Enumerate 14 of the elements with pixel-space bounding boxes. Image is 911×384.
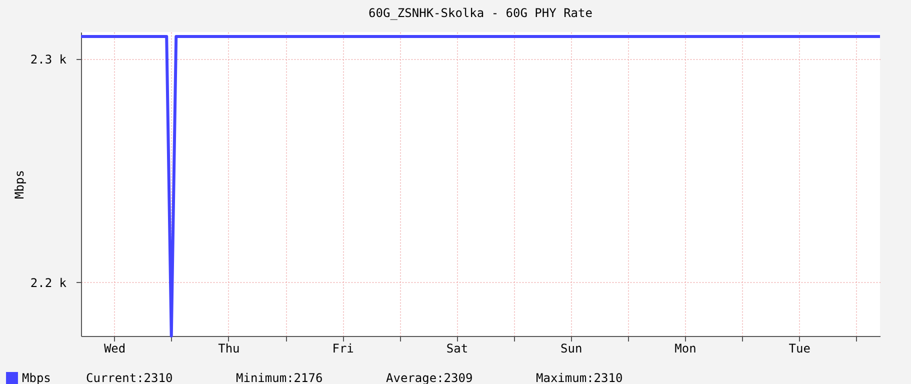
x-tick-label: Sun — [560, 342, 582, 356]
chart-title: 60G_ZSNHK-Skolka - 60G PHY Rate — [368, 6, 592, 20]
x-tick-label: Sat — [446, 342, 468, 356]
text: Minimum:2176 — [236, 371, 323, 384]
x-tick-label: Thu — [218, 342, 240, 356]
y-tick-label: 2.3 k — [30, 52, 68, 66]
x-tick-label: Mon — [674, 342, 696, 356]
text: Current:2310 — [86, 371, 173, 384]
x-tick-label: Fri — [332, 342, 354, 356]
y-tick-label: 2.2 k — [30, 276, 68, 290]
x-tick-label: Wed — [104, 342, 126, 356]
text: Maximum:2310 — [536, 371, 623, 384]
x-tick-label: Tue — [788, 342, 810, 356]
y-axis-title: Mbps — [12, 170, 26, 199]
